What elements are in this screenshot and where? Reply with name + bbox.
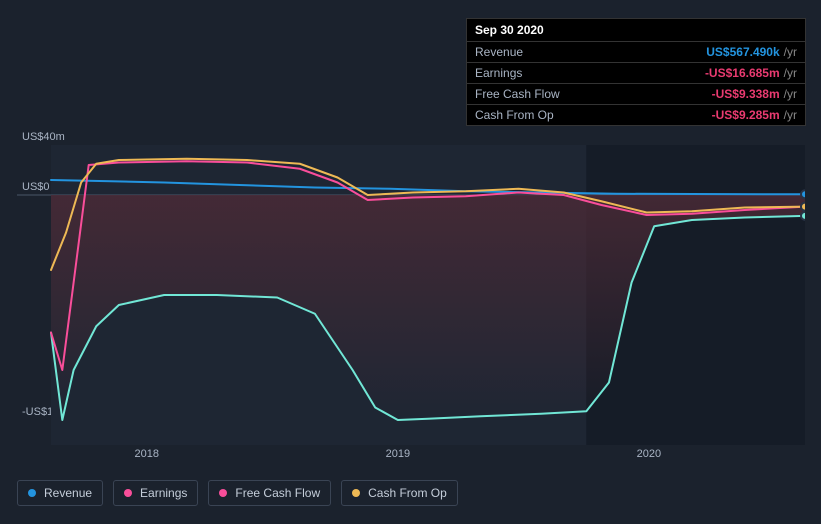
y-axis-label: US$40m — [22, 131, 65, 143]
tooltip-row-label: Cash From Op — [475, 108, 712, 122]
legend-item-earnings[interactable]: Earnings — [113, 480, 198, 506]
x-axis-label: 2019 — [386, 448, 410, 460]
tooltip-row-value: -US$16.685m — [705, 66, 780, 80]
tooltip-row-label: Earnings — [475, 66, 705, 80]
legend-item-cfo[interactable]: Cash From Op — [341, 480, 458, 506]
x-axis-label: 2018 — [135, 448, 159, 460]
legend-label: Cash From Op — [368, 486, 447, 500]
legend-dot-icon — [28, 489, 36, 497]
tooltip-row-unit: /yr — [784, 45, 797, 59]
legend-label: Free Cash Flow — [235, 486, 320, 500]
legend-dot-icon — [219, 489, 227, 497]
tooltip-panel: Sep 30 2020 RevenueUS$567.490k/yrEarning… — [466, 18, 806, 126]
tooltip-row-unit: /yr — [784, 66, 797, 80]
tooltip-rows: RevenueUS$567.490k/yrEarnings-US$16.685m… — [467, 42, 805, 125]
tooltip-row-unit: /yr — [784, 108, 797, 122]
tooltip-row-label: Free Cash Flow — [475, 87, 712, 101]
legend-item-revenue[interactable]: Revenue — [17, 480, 103, 506]
tooltip-row-value: US$567.490k — [706, 45, 779, 59]
tooltip-row-value: -US$9.338m — [712, 87, 780, 101]
tooltip-date: Sep 30 2020 — [467, 19, 805, 42]
tooltip-row: Earnings-US$16.685m/yr — [467, 63, 805, 84]
xlabels-container: 2018 2019 2020 — [17, 448, 805, 464]
tooltip-row-label: Revenue — [475, 45, 706, 59]
legend-label: Earnings — [140, 486, 187, 500]
tooltip-row: Free Cash Flow-US$9.338m/yr — [467, 84, 805, 105]
legend: Revenue Earnings Free Cash Flow Cash From O… — [17, 480, 458, 506]
tooltip-row: Cash From Op-US$9.285m/yr — [467, 105, 805, 125]
chart-area — [17, 145, 805, 445]
x-axis-label: 2020 — [637, 448, 661, 460]
chart-svg — [17, 145, 805, 445]
legend-item-fcf[interactable]: Free Cash Flow — [208, 480, 331, 506]
legend-label: Revenue — [44, 486, 92, 500]
legend-dot-icon — [124, 489, 132, 497]
legend-dot-icon — [352, 489, 360, 497]
tooltip-row-value: -US$9.285m — [712, 108, 780, 122]
tooltip-row: RevenueUS$567.490k/yr — [467, 42, 805, 63]
tooltip-row-unit: /yr — [784, 87, 797, 101]
